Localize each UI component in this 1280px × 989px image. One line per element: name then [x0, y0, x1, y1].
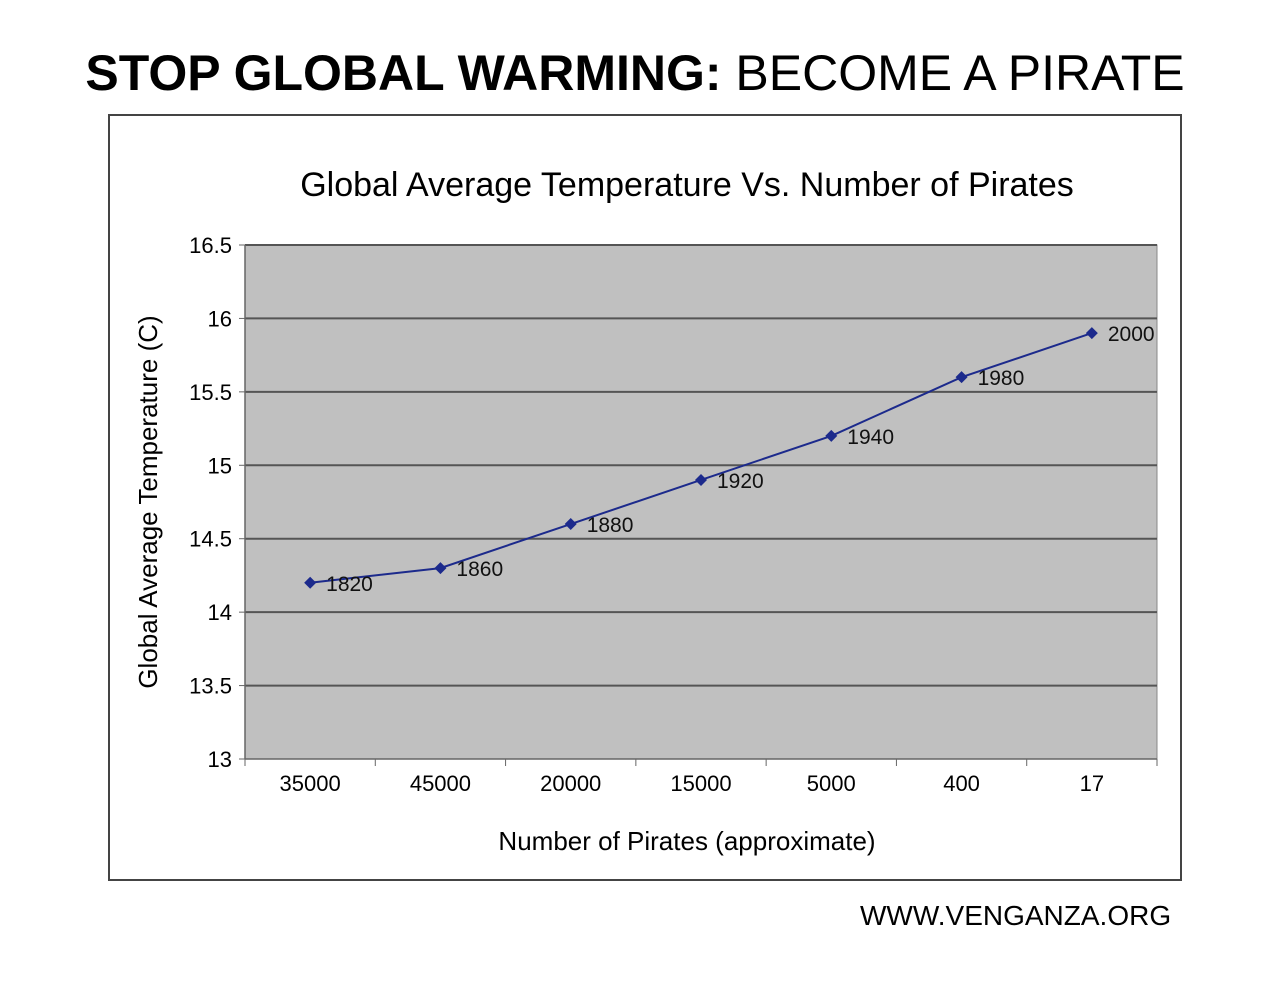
headline: STOP GLOBAL WARMING: BECOME A PIRATE — [0, 44, 1270, 102]
x-tick-label: 17 — [1080, 771, 1104, 796]
data-point — [1085, 327, 1098, 340]
x-tick-label: 35000 — [280, 771, 341, 796]
data-point — [304, 576, 317, 589]
x-tick-label: 20000 — [540, 771, 601, 796]
y-tick-label: 14 — [208, 600, 232, 625]
data-label: 1860 — [456, 558, 503, 581]
plot-area — [244, 244, 1158, 760]
data-point — [825, 429, 838, 442]
chart-title: Global Average Temperature Vs. Number of… — [300, 166, 1074, 204]
y-tick-label: 15 — [208, 453, 232, 478]
y-tick-label: 14.5 — [189, 527, 232, 552]
headline-bold: STOP GLOBAL WARMING: — [85, 45, 722, 101]
x-tick-label: 400 — [943, 771, 980, 796]
y-axis-label: Global Average Temperature (C) — [133, 315, 163, 688]
data-label: 1880 — [587, 514, 634, 537]
data-label: 1920 — [717, 470, 764, 493]
x-tick-label: 5000 — [807, 771, 856, 796]
data-point — [564, 518, 577, 531]
data-point — [695, 473, 707, 486]
data-label: 1940 — [847, 426, 894, 449]
x-tick-label: 15000 — [670, 771, 731, 796]
y-tick-label: 15.5 — [189, 380, 232, 405]
headline-rest: BECOME A PIRATE — [721, 45, 1185, 101]
y-tick-label: 13 — [208, 747, 232, 772]
data-label: 2000 — [1108, 323, 1155, 346]
footer-url: WWW.VENGANZA.ORG — [860, 900, 1172, 931]
y-tick-label: 16 — [208, 306, 232, 331]
x-axis-label: Number of Pirates (approximate) — [498, 826, 875, 856]
data-point — [434, 562, 447, 575]
y-tick-label: 16.5 — [189, 233, 232, 258]
data-point — [955, 371, 968, 384]
x-tick-label: 45000 — [410, 771, 471, 796]
data-label: 1820 — [326, 573, 373, 596]
data-label: 1980 — [978, 367, 1025, 390]
y-tick-label: 13.5 — [189, 674, 232, 699]
